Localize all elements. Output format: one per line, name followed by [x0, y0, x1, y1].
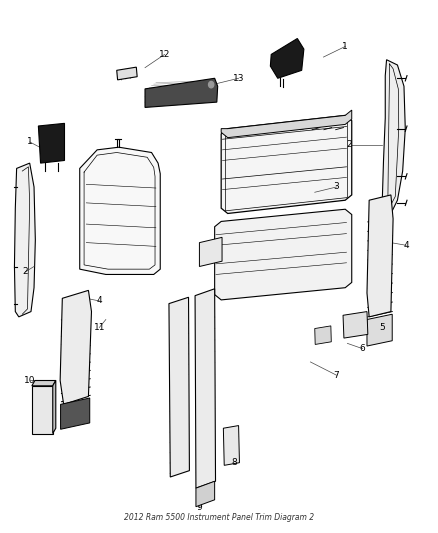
Text: 10: 10: [24, 376, 35, 385]
Text: 3: 3: [334, 182, 339, 191]
Text: 1: 1: [27, 138, 32, 147]
Text: 7: 7: [334, 370, 339, 379]
Polygon shape: [169, 297, 189, 477]
Polygon shape: [367, 314, 392, 346]
Polygon shape: [145, 78, 218, 108]
Polygon shape: [32, 381, 56, 386]
Polygon shape: [367, 195, 393, 317]
Polygon shape: [60, 398, 90, 429]
Polygon shape: [39, 123, 64, 163]
Text: 9: 9: [197, 503, 202, 512]
Polygon shape: [195, 289, 215, 488]
Polygon shape: [60, 290, 92, 405]
Polygon shape: [223, 425, 240, 465]
Polygon shape: [315, 326, 331, 344]
Text: 6: 6: [360, 344, 365, 353]
Circle shape: [208, 82, 214, 88]
Polygon shape: [14, 163, 35, 317]
Polygon shape: [221, 115, 352, 214]
Polygon shape: [221, 110, 352, 138]
Polygon shape: [117, 67, 137, 80]
Text: 2012 Ram 5500 Instrument Panel Trim Diagram 2: 2012 Ram 5500 Instrument Panel Trim Diag…: [124, 513, 314, 522]
Polygon shape: [53, 381, 56, 433]
Polygon shape: [343, 312, 368, 338]
Polygon shape: [215, 209, 352, 300]
Text: 5: 5: [379, 323, 385, 332]
Polygon shape: [199, 237, 222, 266]
Text: 2: 2: [22, 268, 28, 276]
Polygon shape: [382, 60, 405, 214]
Text: 11: 11: [94, 323, 105, 332]
Text: 13: 13: [233, 74, 244, 83]
Text: 2: 2: [347, 140, 353, 149]
Polygon shape: [32, 386, 53, 433]
Polygon shape: [270, 38, 304, 78]
Polygon shape: [196, 481, 215, 507]
Text: 12: 12: [159, 50, 170, 59]
Text: 8: 8: [231, 458, 237, 467]
Polygon shape: [80, 147, 160, 274]
Text: 4: 4: [403, 241, 409, 250]
Text: 1: 1: [343, 42, 348, 51]
Text: 4: 4: [96, 296, 102, 305]
